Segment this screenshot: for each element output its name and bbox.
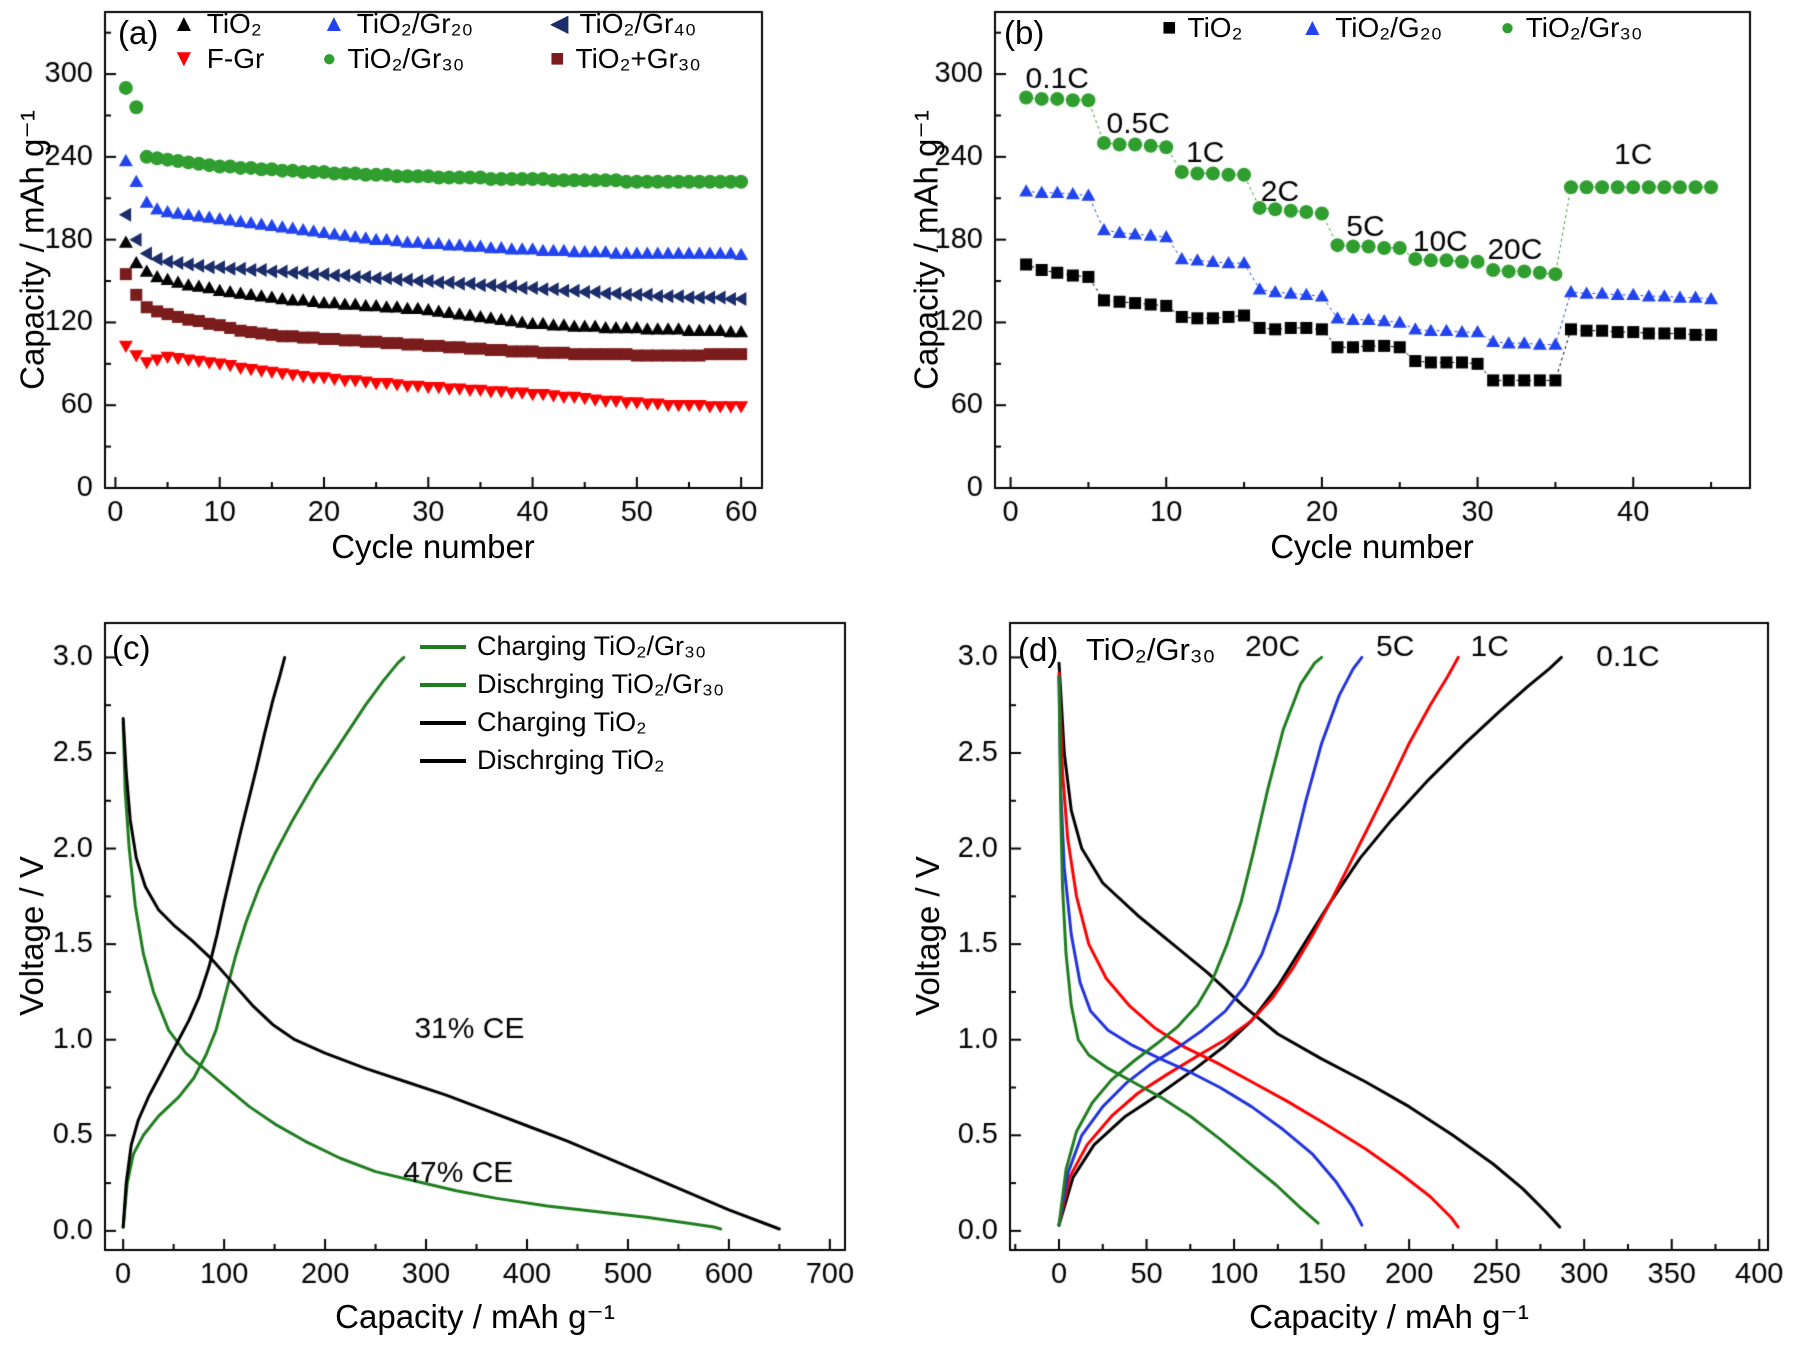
legend-item: ● TiO₂/Gr₃₀	[322, 43, 550, 75]
panel-d-tag: (d)	[1018, 631, 1059, 668]
legend-label: TiO₂/Gr₂₀	[356, 8, 474, 39]
panel-a-legend: ▲ TiO₂ ▲ TiO₂/Gr₂₀ ◀ TiO₂/Gr₄₀ ▼ F-Gr ● TiO₂/Gr₃₀…	[172, 8, 782, 75]
panel-b-plot-canvas	[900, 0, 1817, 560]
legend-label: TiO₂	[206, 8, 262, 39]
legend-item: ▼ F-Gr	[172, 43, 322, 75]
legend-label: TiO₂/Gr₄₀	[579, 8, 697, 39]
legend-item: Dischrging TiO₂/Gr₃₀	[420, 669, 724, 700]
legend-label: TiO₂	[1187, 12, 1243, 43]
legend-label: Dischrging TiO₂	[477, 745, 665, 776]
square-marker-icon: ■	[550, 45, 565, 73]
legend-label: Dischrging TiO₂/Gr₃₀	[477, 669, 725, 700]
panel-c-tag: (c)	[112, 629, 151, 666]
legend-item: ▲ TiO₂	[172, 8, 322, 40]
panel-d-xlabel: Capacity / mAh g⁻¹	[1249, 1298, 1529, 1335]
triangle-up-marker-icon: ▲	[322, 10, 346, 38]
triangle-up-marker-icon: ▲	[1300, 14, 1325, 42]
triangle-up-marker-icon: ▲	[172, 10, 196, 38]
legend-item: ■ TiO₂	[1162, 12, 1242, 44]
panel-a: (a) ▲ TiO₂ ▲ TiO₂/Gr₂₀ ◀ TiO₂/Gr₄₀ ▼ F-Gr ● TiO₂/…	[0, 0, 880, 605]
panel-b-xlabel: Cycle number	[1270, 528, 1474, 565]
panel-d-ylabel: Voltage / V	[909, 856, 946, 1016]
panel-c-legend: Charging TiO₂/Gr₃₀ Dischrging TiO₂/Gr₃₀ Ch…	[420, 631, 724, 776]
legend-item: ■ TiO₂+Gr₃₀	[550, 43, 782, 75]
line-swatch-icon	[420, 758, 466, 763]
panel-c-ylabel: Voltage / V	[13, 856, 50, 1016]
legend-item: ◀ TiO₂/Gr₄₀	[550, 8, 782, 40]
triangle-down-marker-icon: ▼	[172, 45, 196, 73]
panel-b-legend: ■ TiO₂ ▲ TiO₂/G₂₀ ● TiO₂/Gr₃₀	[1162, 12, 1643, 44]
panel-b-ylabel: Capacity / mAh g⁻¹	[907, 110, 945, 390]
circle-marker-icon: ●	[1500, 14, 1515, 42]
panel-a-xlabel: Cycle number	[331, 528, 535, 565]
panel-c: (c) Charging TiO₂/Gr₃₀ Dischrging TiO₂/Gr…	[0, 605, 880, 1362]
legend-item: Charging TiO₂	[420, 707, 724, 738]
panel-a-ylabel: Capacity / mAh g⁻¹	[13, 110, 51, 390]
panel-b: (b) ■ TiO₂ ▲ TiO₂/G₂₀ ● TiO₂/Gr₃₀ Capacity / …	[900, 0, 1817, 605]
panel-c-xlabel: Capacity / mAh g⁻¹	[335, 1298, 615, 1335]
legend-label: F-Gr	[206, 43, 265, 75]
legend-label: TiO₂/Gr₃₀	[347, 43, 465, 75]
legend-item: ● TiO₂/Gr₃₀	[1500, 12, 1642, 44]
legend-label: Charging TiO₂	[477, 707, 647, 738]
legend-label: TiO₂+Gr₃₀	[575, 43, 701, 75]
panel-d-sample-label: TiO₂/Gr₃₀	[1086, 632, 1216, 667]
triangle-left-marker-icon: ◀	[550, 10, 569, 38]
panel-b-tag: (b)	[1004, 14, 1045, 51]
legend-item: Dischrging TiO₂	[420, 745, 724, 776]
legend-label: TiO₂/Gr₃₀	[1525, 12, 1643, 43]
line-swatch-icon	[420, 644, 466, 649]
circle-marker-icon: ●	[322, 45, 337, 73]
legend-item: ▲ TiO₂/Gr₂₀	[322, 8, 550, 40]
panel-d: (d) TiO₂/Gr₃₀ Voltage / V Capacity / mAh…	[900, 605, 1817, 1362]
line-swatch-icon	[420, 682, 466, 687]
panel-a-plot-canvas	[0, 0, 880, 560]
panel-d-plot-canvas	[900, 605, 1817, 1305]
panel-a-tag: (a)	[118, 14, 159, 51]
legend-label: Charging TiO₂/Gr₃₀	[477, 631, 707, 661]
legend-label: TiO₂/G₂₀	[1335, 12, 1443, 43]
legend-item: ▲ TiO₂/G₂₀	[1300, 12, 1442, 44]
legend-item: Charging TiO₂/Gr₃₀	[420, 631, 724, 662]
square-marker-icon: ■	[1162, 14, 1177, 42]
line-swatch-icon	[420, 720, 466, 725]
